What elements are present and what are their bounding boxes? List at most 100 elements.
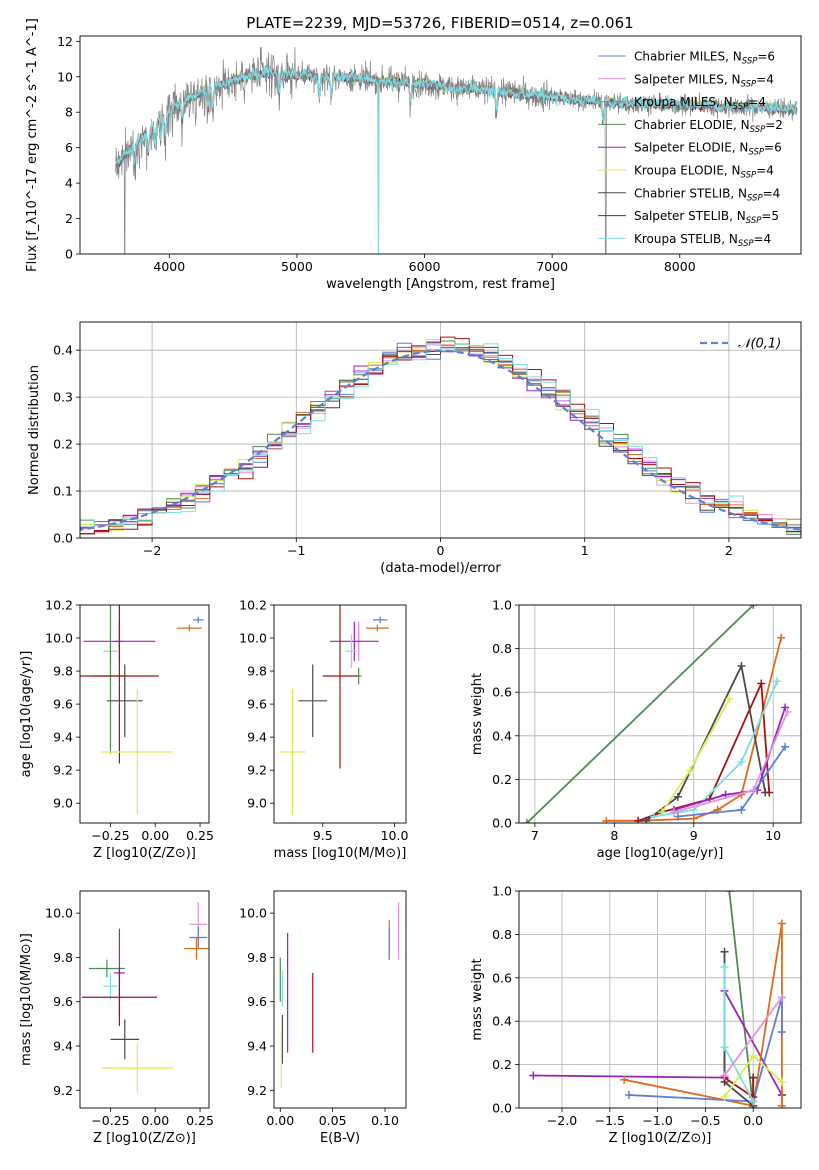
legend-label: 𝒩(0,1) <box>738 337 781 352</box>
errorbar-point <box>81 968 158 1027</box>
y-tick-label: 6 <box>65 140 73 155</box>
y-tick-label: 9.2 <box>247 763 267 778</box>
x-axis-label: E(B-V) <box>320 1131 360 1146</box>
mass-weight-marker <box>765 788 774 797</box>
y-tick-label: 9.2 <box>53 763 73 778</box>
y-tick-label: 9.4 <box>247 1039 267 1054</box>
y-tick-label: 0.1 <box>53 484 73 499</box>
panel-massweight_vs_z: −2.0 −1.5 −1.0 −0.5 0.0 0.0 0.2 0.4 0.6 0.8 1.0 Z [… <box>470 884 802 1146</box>
x-tick-label: −2 <box>143 543 161 558</box>
panel-massweight_vs_age: 7 8 9 10 0.0 0.2 0.4 0.6 0.8 1.0 age [log10(age/yr… <box>470 598 802 861</box>
axes-frame <box>79 35 802 255</box>
mass-weight-marker <box>673 812 682 821</box>
y-tick-label: 10.2 <box>45 598 73 613</box>
mass-weight-marker <box>529 1071 538 1080</box>
x-tick-label: 2 <box>725 543 733 558</box>
mass-weight-marker <box>773 677 782 686</box>
y-tick-label: 0.6 <box>492 970 512 985</box>
x-tick-label: 1 <box>581 543 589 558</box>
y-tick-label: 0.4 <box>53 343 73 358</box>
y-tick-label: 2 <box>65 211 73 226</box>
errorbar-point <box>298 664 328 738</box>
legend: 𝒩(0,1) <box>700 337 781 352</box>
panel-age_vs_mass: 9.5 10.0 9.0 9.2 9.4 9.6 9.8 10.0 10.2 mass [log1… <box>239 598 408 862</box>
y-tick-label: 0 <box>65 247 73 262</box>
y-tick-label: 9.4 <box>247 730 267 745</box>
legend-label: Salpeter ELODIE, NSSP=6 <box>634 141 782 158</box>
data-spectrum <box>115 46 798 254</box>
mass-weight-marker <box>620 1075 629 1084</box>
mass-weight-marker <box>720 1043 729 1052</box>
x-tick-label: 0.25 <box>186 1113 214 1128</box>
y-tick-label: 9.6 <box>247 994 267 1009</box>
axes-frame <box>79 604 210 824</box>
x-tick-label: 8 <box>610 828 618 843</box>
errorbar-point <box>192 616 204 624</box>
y-tick-label: 9.8 <box>53 664 73 679</box>
mass-weight-marker <box>781 742 790 751</box>
x-tick-label: −0.5 <box>690 1113 720 1128</box>
y-axis-label: mass weight <box>470 673 485 755</box>
mass-weight-series <box>526 605 754 823</box>
legend-label: Salpeter STELIB, NSSP=5 <box>634 209 779 226</box>
figure-title: PLATE=2239, MJD=53726, FIBERID=0514, z=0… <box>246 14 633 32</box>
y-tick-label: 9.6 <box>53 697 73 712</box>
x-axis-label: (data-model)/error <box>380 561 501 576</box>
x-tick-label: 0.05 <box>319 1113 347 1128</box>
x-axis-label: Z [log10(Z/Z⊙)] <box>609 1131 712 1146</box>
y-tick-label: 9.2 <box>53 1083 73 1098</box>
mass-weight-marker <box>669 808 678 817</box>
errorbar-point <box>101 1043 174 1093</box>
mass-weight-marker <box>777 993 786 1002</box>
mass-weight-marker <box>720 962 729 971</box>
x-tick-label: −0.25 <box>91 1113 129 1128</box>
ticks: −2.0 −1.5 −1.0 −0.5 0.0 0.0 0.2 0.4 0.6 0.8 1.0 <box>492 884 763 1129</box>
y-tick-label: 0.2 <box>492 772 512 787</box>
y-tick-label: 1.0 <box>492 598 512 613</box>
mass-weight-marker <box>737 757 746 766</box>
mass-weight-marker <box>725 694 734 703</box>
mass-weight-marker <box>720 947 729 956</box>
plot-area <box>81 902 209 1093</box>
panel-residuals: −2 −1 0 1 2 0.0 0.1 0.2 0.3 0.4 (data-model)/error… <box>27 321 802 576</box>
x-tick-label: 6000 <box>409 259 441 274</box>
panel-spectrum: 4000 5000 6000 7000 8000 0 2 4 6 8 10 12 wavelength … <box>25 18 802 292</box>
mass-weight-marker <box>777 919 786 928</box>
x-axis-label: age [log10(age/yr)] <box>597 846 724 861</box>
y-tick-label: 9.8 <box>53 950 73 965</box>
x-tick-label: 9.5 <box>313 828 333 843</box>
errorbar-point <box>279 689 306 815</box>
axes-frame <box>79 890 210 1109</box>
y-tick-label: 4 <box>65 176 73 191</box>
x-tick-label: −2.0 <box>547 1113 577 1128</box>
normal-pdf-curve <box>80 349 801 531</box>
mass-weight-series <box>628 997 783 1103</box>
mass-weight-marker <box>650 812 659 821</box>
mass-weight-marker <box>737 805 746 814</box>
y-axis-label: age [log10(age/yr)] <box>19 651 34 778</box>
errorbar-point <box>103 972 118 1000</box>
x-tick-label: −0.25 <box>91 828 129 843</box>
y-tick-label: 9.0 <box>247 796 267 811</box>
mass-weight-series <box>723 996 783 1077</box>
chart-panels: 4000 5000 6000 7000 8000024681012wavelength … <box>19 18 802 1146</box>
legend-label: Chabrier STELIB, NSSP=4 <box>634 186 780 203</box>
mass-weight-marker <box>522 819 531 823</box>
mass-weight-marker <box>777 1101 786 1108</box>
mass-weight-marker <box>749 1097 758 1106</box>
x-tick-label: 4000 <box>153 259 185 274</box>
ticks: −2 −1 0 1 2 0.0 0.1 0.2 0.3 0.4 <box>53 343 733 558</box>
y-tick-label: 0.2 <box>53 437 73 452</box>
x-tick-label: 0.25 <box>186 828 214 843</box>
axes-frame <box>518 890 802 1109</box>
x-tick-label: 0.00 <box>266 1113 294 1128</box>
ticks: 7 8 9 10 0.0 0.2 0.4 0.6 0.8 1.0 <box>492 598 781 844</box>
mass-weight-marker <box>749 1051 758 1060</box>
y-tick-label: 1.0 <box>492 884 512 899</box>
y-tick-label: 8 <box>65 105 73 120</box>
mass-weight-marker <box>685 766 694 775</box>
y-tick-label: 0.6 <box>492 685 512 700</box>
mass-weight-marker <box>749 1073 758 1082</box>
plot-area <box>279 605 389 815</box>
